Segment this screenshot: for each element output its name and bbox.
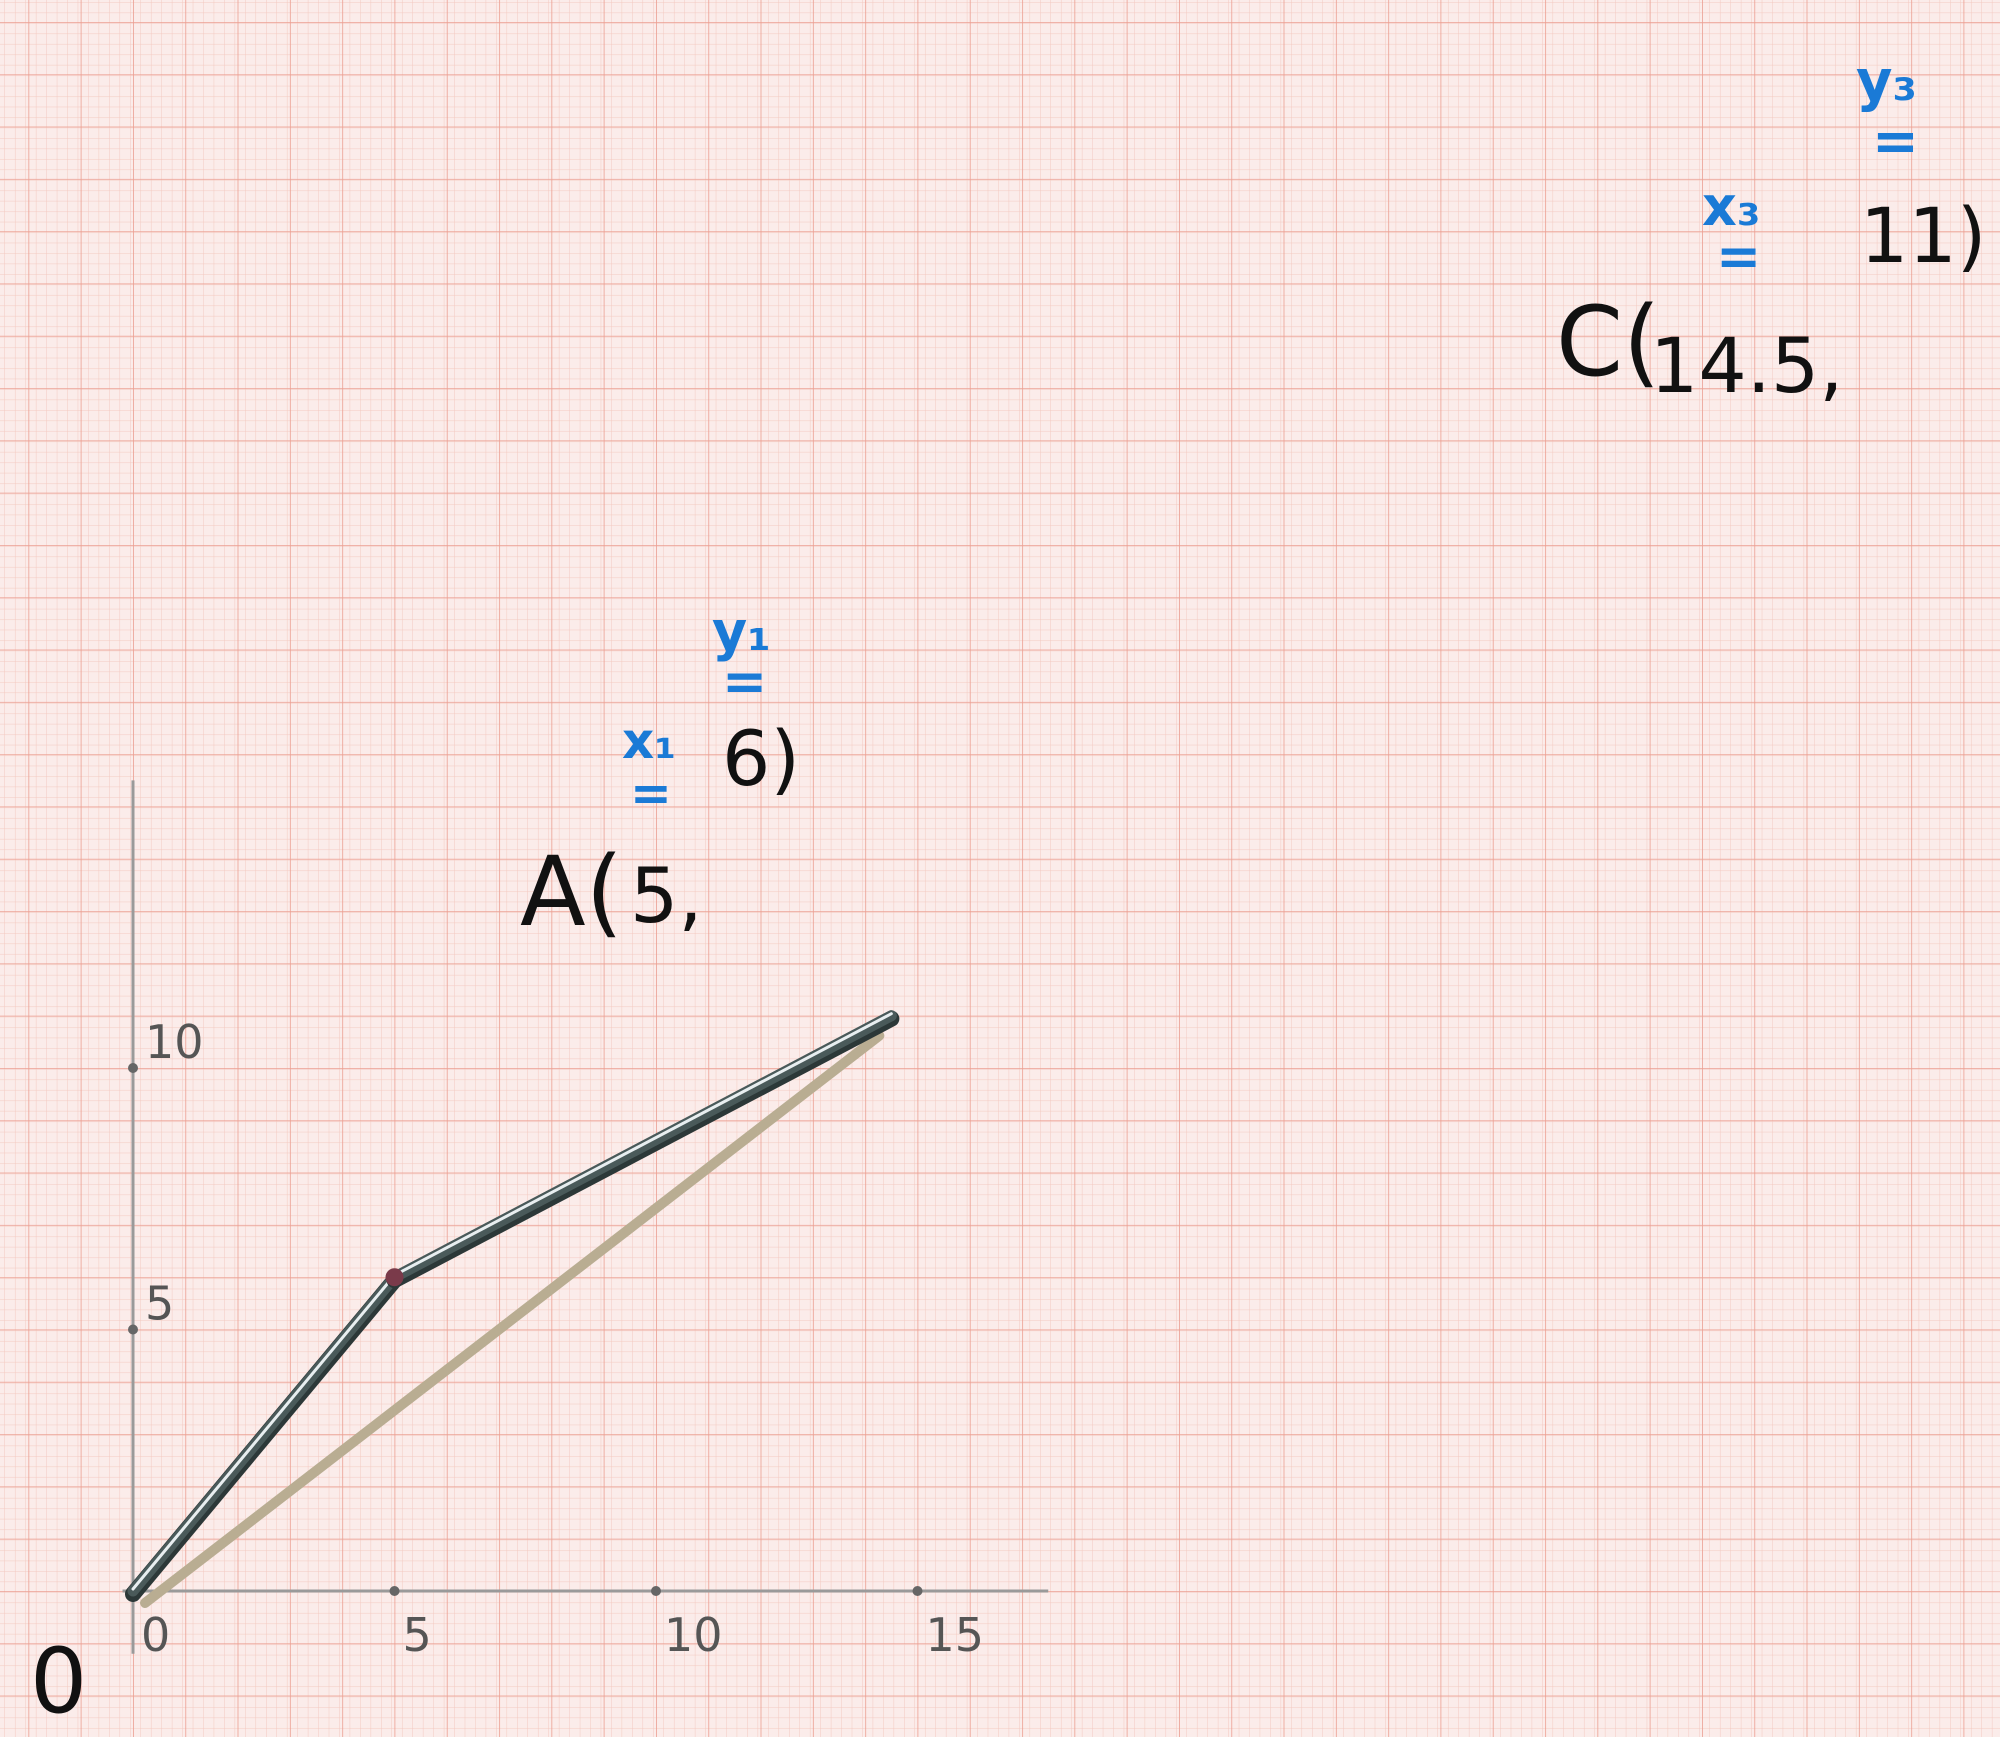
wire-segment-AC [389,1010,897,1283]
x-tick-label: 5 [403,1608,432,1662]
point-A-x-equals: = [630,764,672,822]
x-tick-mark [389,1586,400,1596]
point-A-y-variable: y₁ [712,600,771,663]
x-tick-label: 15 [926,1608,985,1662]
point-C-x-equals: = [1716,225,1761,288]
point-C-x-variable: x₃ [1702,175,1760,238]
x-tick-label: 0 [141,1608,170,1662]
point-C-y-variable: y₃ [1856,49,1917,114]
x-tick-label: 10 [664,1608,723,1662]
x-tick-mark [651,1586,661,1596]
y-tick-mark [128,1063,138,1073]
wire-segment-AC-highlight [393,1012,893,1277]
point-C-y-equals: = [1872,109,1919,174]
point-C-x-value: 14.5, [1650,321,1843,410]
point-C-y-value: 11) [1860,191,1986,280]
axis-ticks: 0 5 10 15 5 10 [128,1015,984,1662]
y-tick-label: 5 [145,1277,174,1331]
point-A-prefix: A( [520,836,623,948]
point-A-x-value: 5, [630,851,703,940]
point-A-y-equals: = [722,650,767,713]
wire-segment-OA-highlight [131,1273,396,1591]
point-C-label: C( 14.5, 11) x₃ = y₃ = [1556,49,1986,410]
model-segments [125,1010,900,1608]
y-tick-mark [128,1324,138,1335]
point-A-x-variable: x₁ [622,712,676,770]
point-C-prefix: C( [1556,286,1660,398]
x-tick-mark [912,1586,923,1596]
y-tick-label: 10 [145,1015,204,1069]
origin-label: 0 [30,1629,87,1734]
point-A-y-value: 6) [722,714,800,803]
straw-segment-OC [140,1030,885,1608]
point-A-label: A( 5, 6) x₁ = y₁ = [520,600,800,948]
axes [122,780,1049,1654]
joint-A [385,1268,404,1287]
